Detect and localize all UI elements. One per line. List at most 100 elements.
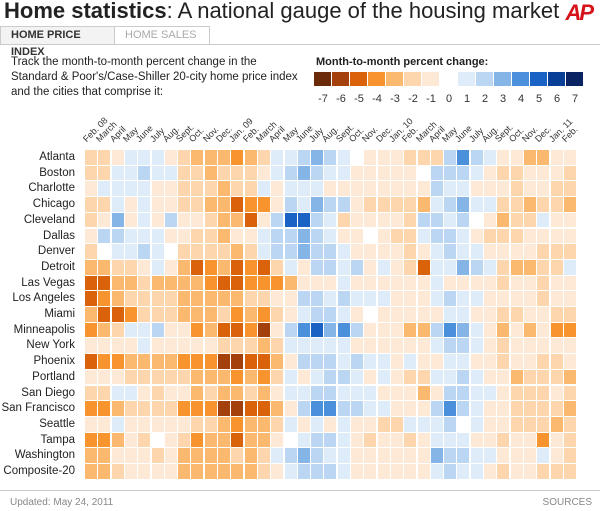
- heatmap-cell[interactable]: [377, 275, 390, 291]
- heatmap-cell[interactable]: [523, 275, 536, 291]
- heatmap-cell[interactable]: [191, 338, 204, 354]
- heatmap-cell[interactable]: [324, 448, 337, 463]
- heatmap-cell[interactable]: [218, 464, 230, 479]
- heatmap-cell[interactable]: [297, 228, 310, 244]
- heatmap-cell[interactable]: [351, 464, 363, 479]
- heatmap-cell[interactable]: [98, 416, 111, 432]
- heatmap-cell[interactable]: [297, 275, 310, 291]
- heatmap-cell[interactable]: [231, 432, 244, 448]
- heatmap-cell[interactable]: [444, 197, 457, 212]
- heatmap-cell[interactable]: [390, 307, 403, 322]
- heatmap-cell[interactable]: [377, 212, 390, 228]
- heatmap-cell[interactable]: [364, 165, 377, 181]
- heatmap-cell[interactable]: [178, 165, 191, 181]
- heatmap-cell[interactable]: [337, 385, 350, 401]
- heatmap-cell[interactable]: [257, 416, 270, 432]
- heatmap-cell[interactable]: [178, 150, 191, 165]
- heatmap-cell[interactable]: [417, 197, 430, 212]
- heatmap-cell[interactable]: [470, 197, 483, 212]
- heatmap-cell[interactable]: [497, 259, 510, 275]
- heatmap-cell[interactable]: [390, 448, 403, 463]
- heatmap-cell[interactable]: [284, 354, 297, 369]
- heatmap-cell[interactable]: [231, 244, 244, 259]
- heatmap-cell[interactable]: [297, 259, 310, 275]
- heatmap-cell[interactable]: [457, 165, 470, 181]
- heatmap-cell[interactable]: [151, 385, 164, 401]
- heatmap-cell[interactable]: [138, 181, 151, 197]
- heatmap-cell[interactable]: [124, 165, 137, 181]
- heatmap-cell[interactable]: [311, 464, 324, 479]
- heatmap-cell[interactable]: [138, 369, 151, 385]
- heatmap-cell[interactable]: [337, 401, 350, 416]
- heatmap-cell[interactable]: [470, 338, 483, 354]
- heatmap-cell[interactable]: [231, 228, 244, 244]
- heatmap-cell[interactable]: [550, 165, 563, 181]
- heatmap-cell[interactable]: [337, 464, 350, 479]
- heatmap-cell[interactable]: [444, 369, 457, 385]
- heatmap-cell[interactable]: [563, 259, 576, 275]
- heatmap-cell[interactable]: [111, 354, 124, 369]
- heatmap-cell[interactable]: [404, 369, 417, 385]
- heatmap-cell[interactable]: [337, 165, 350, 181]
- heatmap-cell[interactable]: [497, 448, 510, 463]
- heatmap-cell[interactable]: [324, 244, 337, 259]
- heatmap-cell[interactable]: [484, 197, 496, 212]
- heatmap-cell[interactable]: [204, 212, 217, 228]
- heatmap-cell[interactable]: [138, 244, 151, 259]
- heatmap-cell[interactable]: [324, 338, 337, 354]
- heatmap-cell[interactable]: [417, 212, 430, 228]
- heatmap-cell[interactable]: [204, 322, 217, 338]
- heatmap-cell[interactable]: [98, 165, 111, 181]
- heatmap-cell[interactable]: [563, 181, 576, 197]
- heatmap-cell[interactable]: [204, 369, 217, 385]
- heatmap-cell[interactable]: [484, 354, 496, 369]
- heatmap-cell[interactable]: [351, 228, 363, 244]
- heatmap-cell[interactable]: [204, 385, 217, 401]
- heatmap-cell[interactable]: [563, 448, 576, 463]
- heatmap-cell[interactable]: [164, 338, 177, 354]
- heatmap-cell[interactable]: [297, 244, 310, 259]
- heatmap-cell[interactable]: [563, 244, 576, 259]
- heatmap-cell[interactable]: [523, 307, 536, 322]
- heatmap-cell[interactable]: [244, 212, 257, 228]
- heatmap-cell[interactable]: [417, 416, 430, 432]
- heatmap-cell[interactable]: [351, 401, 363, 416]
- heatmap-cell[interactable]: [510, 197, 523, 212]
- heatmap-cell[interactable]: [351, 448, 363, 463]
- heatmap-cell[interactable]: [364, 369, 377, 385]
- heatmap-cell[interactable]: [257, 401, 270, 416]
- heatmap-cell[interactable]: [457, 244, 470, 259]
- heatmap-cell[interactable]: [417, 181, 430, 197]
- heatmap-cell[interactable]: [457, 432, 470, 448]
- heatmap-cell[interactable]: [364, 212, 377, 228]
- heatmap-cell[interactable]: [244, 385, 257, 401]
- heatmap-cell[interactable]: [85, 259, 97, 275]
- heatmap-cell[interactable]: [85, 401, 97, 416]
- heatmap-cell[interactable]: [444, 259, 457, 275]
- heatmap-cell[interactable]: [484, 165, 496, 181]
- heatmap-cell[interactable]: [404, 464, 417, 479]
- heatmap-cell[interactable]: [151, 150, 164, 165]
- heatmap-cell[interactable]: [111, 385, 124, 401]
- heatmap-cell[interactable]: [430, 401, 443, 416]
- heatmap-cell[interactable]: [218, 197, 230, 212]
- heatmap-cell[interactable]: [124, 307, 137, 322]
- heatmap-cell[interactable]: [271, 181, 284, 197]
- heatmap-cell[interactable]: [444, 275, 457, 291]
- heatmap-cell[interactable]: [523, 338, 536, 354]
- heatmap-cell[interactable]: [164, 464, 177, 479]
- heatmap-cell[interactable]: [271, 228, 284, 244]
- heatmap-cell[interactable]: [537, 416, 550, 432]
- heatmap-cell[interactable]: [164, 322, 177, 338]
- heatmap-cell[interactable]: [297, 165, 310, 181]
- heatmap-cell[interactable]: [457, 150, 470, 165]
- heatmap-cell[interactable]: [178, 291, 191, 306]
- heatmap-cell[interactable]: [311, 322, 324, 338]
- heatmap-cell[interactable]: [284, 322, 297, 338]
- heatmap-cell[interactable]: [124, 385, 137, 401]
- heatmap-cell[interactable]: [523, 291, 536, 306]
- heatmap-cell[interactable]: [151, 165, 164, 181]
- heatmap-cell[interactable]: [85, 354, 97, 369]
- heatmap-cell[interactable]: [178, 259, 191, 275]
- heatmap-cell[interactable]: [311, 197, 324, 212]
